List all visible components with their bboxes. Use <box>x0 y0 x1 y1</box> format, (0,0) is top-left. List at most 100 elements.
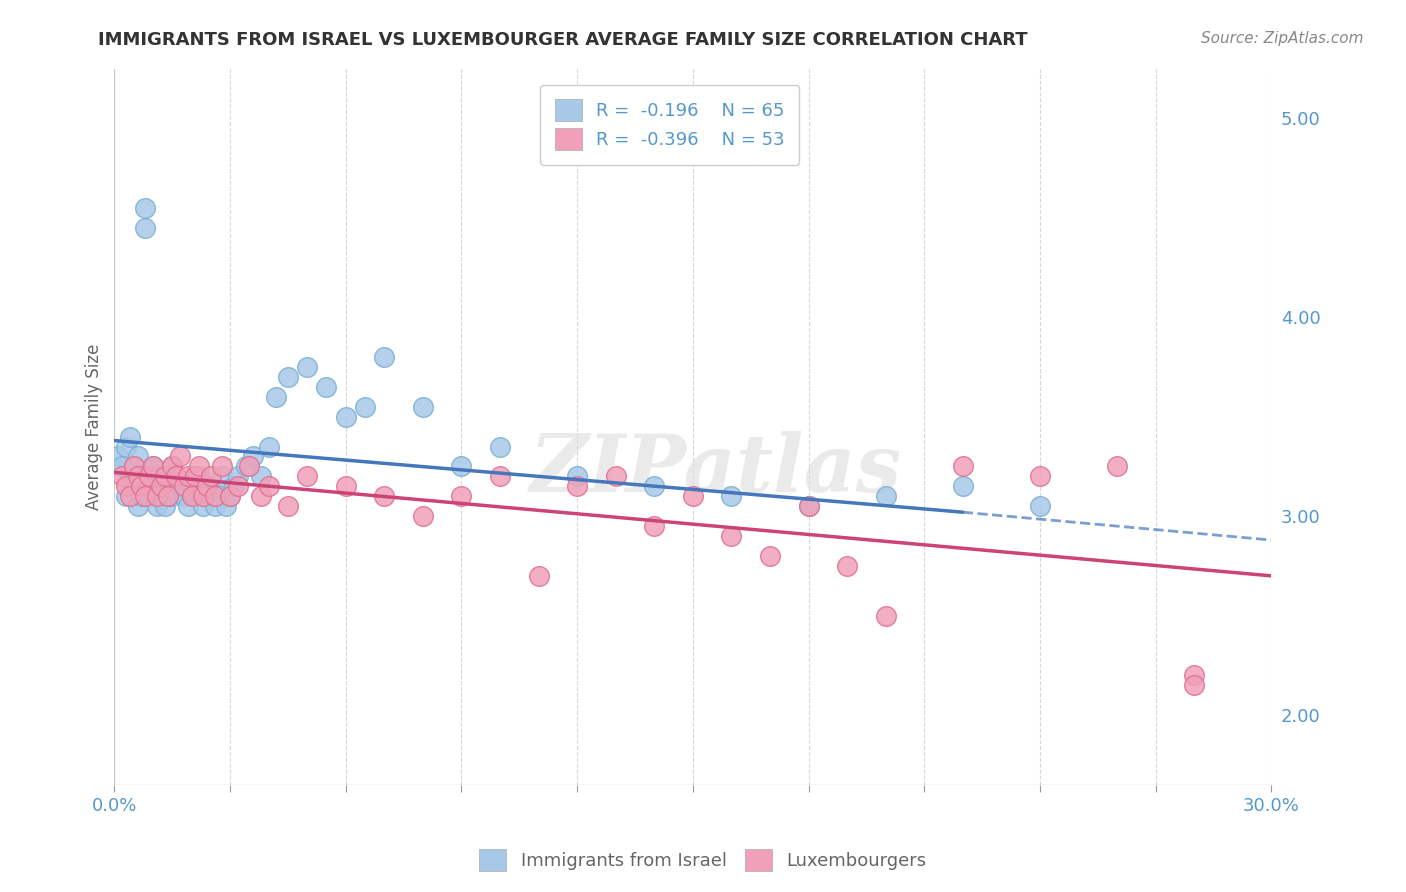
Point <box>297 469 319 483</box>
Point <box>1182 668 1205 682</box>
Point <box>127 469 149 483</box>
Point <box>1105 459 1128 474</box>
Point <box>277 500 299 514</box>
Text: ZIPatlas: ZIPatlas <box>530 431 903 508</box>
Point <box>153 469 176 483</box>
Point <box>195 479 218 493</box>
Point <box>1029 469 1052 483</box>
Point <box>184 489 207 503</box>
Point <box>204 500 226 514</box>
Point <box>952 459 974 474</box>
Point <box>146 500 169 514</box>
Point <box>111 469 134 483</box>
Point <box>242 450 264 464</box>
Point <box>195 479 218 493</box>
Point <box>138 469 160 483</box>
Point <box>257 479 280 493</box>
Point <box>211 459 233 474</box>
Point <box>354 400 377 414</box>
Y-axis label: Average Family Size: Average Family Size <box>86 343 103 510</box>
Point <box>149 479 172 493</box>
Point <box>565 479 588 493</box>
Point <box>111 459 134 474</box>
Point <box>173 489 195 503</box>
Point <box>115 440 138 454</box>
Point <box>138 469 160 483</box>
Point <box>215 500 238 514</box>
Point <box>165 469 187 483</box>
Point <box>118 429 141 443</box>
Point <box>450 459 472 474</box>
Point <box>835 558 858 573</box>
Point <box>184 469 207 483</box>
Point <box>412 400 434 414</box>
Point <box>118 469 141 483</box>
Point <box>643 479 665 493</box>
Point <box>204 489 226 503</box>
Point <box>180 489 202 503</box>
Point <box>875 608 897 623</box>
Point <box>235 459 257 474</box>
Point <box>238 459 260 474</box>
Point <box>219 489 242 503</box>
Point <box>266 390 288 404</box>
Point <box>142 479 165 493</box>
Point <box>527 569 550 583</box>
Point <box>153 500 176 514</box>
Point <box>412 509 434 524</box>
Point <box>226 469 249 483</box>
Point <box>153 479 176 493</box>
Point <box>169 450 191 464</box>
Point <box>759 549 782 563</box>
Point <box>565 469 588 483</box>
Point <box>127 500 149 514</box>
Point <box>335 409 357 424</box>
Point <box>131 469 153 483</box>
Point <box>169 479 191 493</box>
Point <box>277 370 299 384</box>
Point <box>131 489 153 503</box>
Point <box>797 500 820 514</box>
Point <box>142 459 165 474</box>
Point <box>107 450 129 464</box>
Point <box>257 440 280 454</box>
Point <box>157 489 180 503</box>
Point <box>134 220 156 235</box>
Point <box>1029 500 1052 514</box>
Point <box>297 359 319 374</box>
Point <box>122 459 145 474</box>
Point <box>134 489 156 503</box>
Point <box>797 500 820 514</box>
Legend: R =  -0.196    N = 65, R =  -0.396    N = 53: R = -0.196 N = 65, R = -0.396 N = 53 <box>540 85 799 165</box>
Point <box>142 459 165 474</box>
Text: Source: ZipAtlas.com: Source: ZipAtlas.com <box>1201 31 1364 46</box>
Point <box>335 479 357 493</box>
Legend: Immigrants from Israel, Luxembourgers: Immigrants from Israel, Luxembourgers <box>472 842 934 879</box>
Point <box>373 489 395 503</box>
Point <box>122 459 145 474</box>
Point <box>146 479 169 493</box>
Point <box>162 459 184 474</box>
Point <box>173 479 195 493</box>
Point <box>643 519 665 533</box>
Point <box>250 489 273 503</box>
Point <box>226 479 249 493</box>
Point <box>682 489 704 503</box>
Point <box>188 469 211 483</box>
Point <box>165 469 187 483</box>
Point <box>188 459 211 474</box>
Point <box>122 479 145 493</box>
Point <box>489 469 512 483</box>
Point <box>1182 678 1205 692</box>
Point <box>605 469 627 483</box>
Point <box>489 440 512 454</box>
Point <box>134 201 156 215</box>
Point <box>118 489 141 503</box>
Point <box>200 469 222 483</box>
Point <box>176 500 198 514</box>
Point <box>146 489 169 503</box>
Text: IMMIGRANTS FROM ISRAEL VS LUXEMBOURGER AVERAGE FAMILY SIZE CORRELATION CHART: IMMIGRANTS FROM ISRAEL VS LUXEMBOURGER A… <box>98 31 1028 49</box>
Point <box>219 489 242 503</box>
Point <box>373 350 395 364</box>
Point <box>315 380 337 394</box>
